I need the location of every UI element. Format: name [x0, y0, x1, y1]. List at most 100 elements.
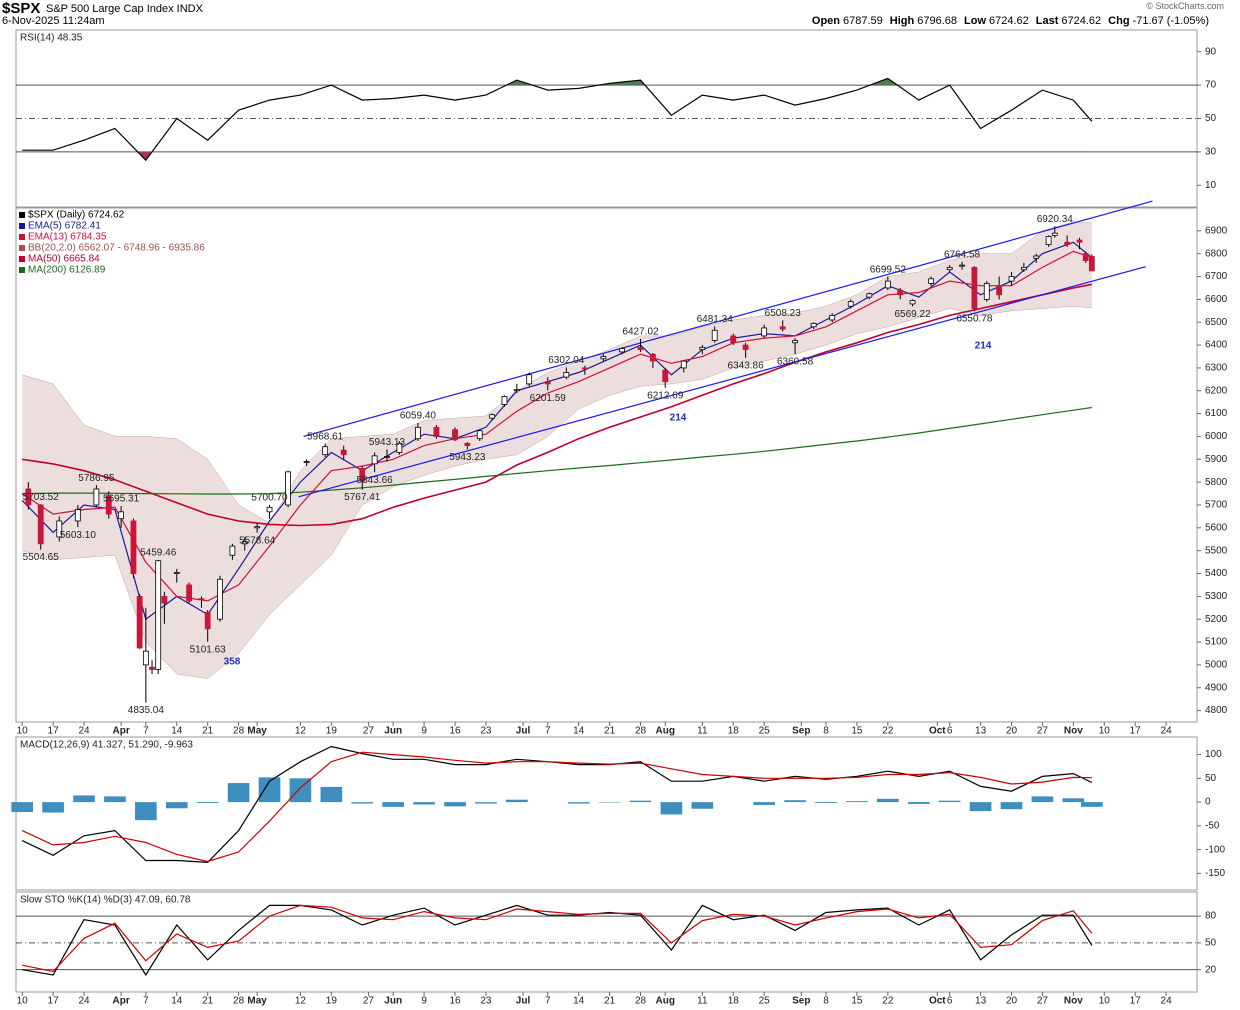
candle-body	[1064, 241, 1071, 245]
y-tick-label: 20	[1205, 964, 1217, 975]
indicator-fill	[137, 151, 153, 161]
quote-value: -71.67 (-1.05%)	[1132, 15, 1209, 27]
histogram-bar	[227, 783, 250, 803]
x-tick-label: 17	[1130, 996, 1142, 1007]
candle-body	[829, 314, 836, 321]
x-tick-label: 27	[363, 726, 375, 737]
quote-value: 6724.62	[989, 15, 1029, 27]
candle-body	[699, 346, 706, 351]
y-tick-label: -150	[1205, 868, 1225, 879]
candle-body	[198, 598, 205, 601]
y-tick-label: 5000	[1205, 660, 1228, 671]
candle-body	[810, 322, 817, 328]
y-tick-label: 50	[1205, 113, 1217, 124]
candle-body	[229, 545, 236, 556]
quote-value: 6787.59	[843, 15, 883, 27]
candle-body	[186, 584, 193, 602]
histogram-bar	[289, 778, 312, 803]
y-tick-label: 6800	[1205, 248, 1228, 259]
histogram-bar	[1062, 798, 1085, 803]
y-tick-label: 90	[1205, 46, 1217, 57]
candle-body	[563, 372, 570, 378]
index-name: S&P 500 Large Cap Index INDX	[46, 3, 203, 15]
pivot-label: 6920.34	[1037, 214, 1074, 225]
legend-swatch	[19, 212, 25, 218]
y-tick-label: 5800	[1205, 477, 1228, 488]
pivot-label: 5101.63	[190, 644, 227, 655]
histogram-bar	[104, 796, 126, 803]
y-tick-label: 6100	[1205, 408, 1228, 419]
y-tick-label: 6200	[1205, 385, 1228, 396]
candle-body	[130, 520, 137, 574]
candle-body	[1051, 232, 1058, 236]
candle-body	[217, 578, 223, 620]
x-tick-label: May	[247, 726, 267, 737]
x-tick-label: 14	[171, 726, 183, 737]
candle-body	[946, 266, 953, 271]
pivot-label: 6508.23	[765, 308, 802, 319]
indicator-line	[22, 904, 1093, 977]
x-tick-label: 15	[851, 726, 863, 737]
candle-body	[285, 471, 291, 506]
y-tick-label: 6900	[1205, 225, 1228, 236]
y-tick-label: 70	[1205, 80, 1217, 91]
copyright: © StockCharts.com	[1146, 1, 1224, 11]
candle-body	[93, 488, 100, 506]
x-tick-label: Apr	[112, 996, 129, 1007]
x-tick-label: Nov	[1064, 996, 1083, 1007]
y-tick-label: 5900	[1205, 454, 1228, 465]
candle-body	[662, 369, 669, 383]
x-tick-label: 23	[480, 726, 492, 737]
candle-body	[371, 455, 378, 465]
candle-body	[711, 329, 718, 341]
candle-body	[649, 353, 656, 362]
candle-body	[303, 461, 310, 463]
candle-body	[619, 348, 625, 353]
y-tick-label: 5200	[1205, 614, 1228, 625]
histogram-bar	[320, 786, 343, 803]
histogram-bar	[846, 801, 868, 803]
histogram-bar	[567, 802, 590, 804]
x-tick-label: 13	[975, 726, 987, 737]
x-tick-label: Sep	[792, 996, 810, 1007]
pivot-label: 5943.23	[449, 452, 486, 463]
y-tick-label: 6500	[1205, 317, 1228, 328]
candle-body	[897, 289, 904, 296]
y-tick-label: 5500	[1205, 545, 1228, 556]
pivot-label: 6764.58	[944, 249, 981, 260]
candle-body	[909, 300, 916, 305]
pivot-label: 5700.70	[251, 492, 288, 503]
candle-body	[340, 449, 347, 456]
y-tick-label: 4900	[1205, 682, 1228, 693]
candle-body	[637, 346, 644, 351]
pivot-label: 5459.46	[140, 548, 177, 559]
candle-body	[149, 666, 155, 670]
y-tick-label: 6300	[1205, 363, 1228, 374]
band-upper	[22, 221, 1092, 524]
date: 6-Nov-2025 11:24am	[2, 15, 105, 27]
histogram-bar	[1081, 802, 1103, 807]
x-tick-label: 19	[326, 996, 338, 1007]
candle-body	[761, 327, 768, 337]
legend-swatch	[19, 245, 25, 251]
legend-swatch	[19, 223, 25, 229]
x-tick-label: 21	[604, 996, 616, 1007]
x-tick-label: Aug	[656, 726, 675, 737]
x-tick-label: Jul	[516, 726, 531, 737]
x-tick-label: Apr	[112, 726, 129, 737]
y-tick-label: 6000	[1205, 431, 1228, 442]
candle-body	[118, 511, 125, 520]
panel-title: RSI(14) 48.35	[20, 33, 83, 44]
wave-count: 214	[975, 341, 992, 352]
x-tick-label: 10	[1099, 996, 1111, 1007]
y-tick-label: 6600	[1205, 294, 1228, 305]
candle-body	[396, 442, 403, 453]
pivot-label: 6569.22	[894, 309, 931, 320]
x-tick-label: Jun	[384, 726, 402, 737]
quote-label: High	[889, 15, 915, 27]
x-tick-label: 24	[78, 996, 90, 1007]
x-tick-label: 8	[823, 996, 829, 1007]
candle-body	[680, 360, 687, 369]
pivot-label: 5703.52	[23, 492, 60, 503]
